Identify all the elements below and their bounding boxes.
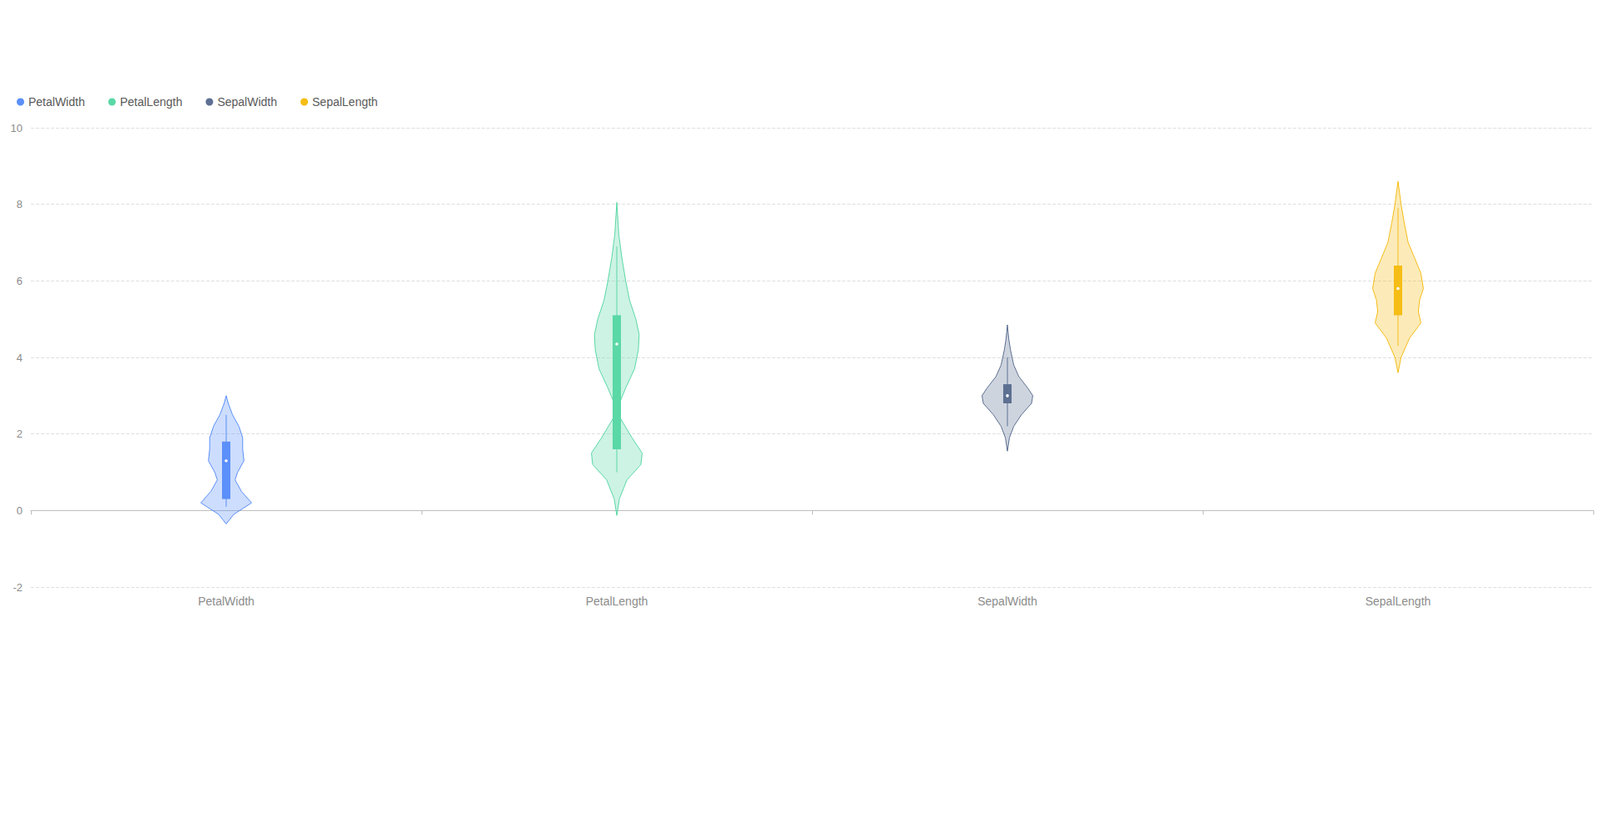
svg-text:PetalWidth: PetalWidth <box>197 594 255 608</box>
svg-text:SepalWidth: SepalWidth <box>977 594 1038 608</box>
svg-text:10: 10 <box>10 121 23 135</box>
svg-text:6: 6 <box>16 274 23 288</box>
svg-text:0: 0 <box>16 504 23 517</box>
svg-text:2: 2 <box>16 427 23 440</box>
svg-text:4: 4 <box>16 351 23 364</box>
svg-text:-2: -2 <box>12 580 23 594</box>
svg-text:8: 8 <box>16 197 23 211</box>
svg-text:SepalLength: SepalLength <box>1365 594 1432 608</box>
svg-text:PetalLength: PetalLength <box>585 594 649 608</box>
svg-text:PetalLength: PetalLength <box>120 95 183 109</box>
svg-text:SepalLength: SepalLength <box>312 95 379 109</box>
svg-text:SepalWidth: SepalWidth <box>217 95 278 109</box>
svg-text:PetalWidth: PetalWidth <box>28 95 86 109</box>
